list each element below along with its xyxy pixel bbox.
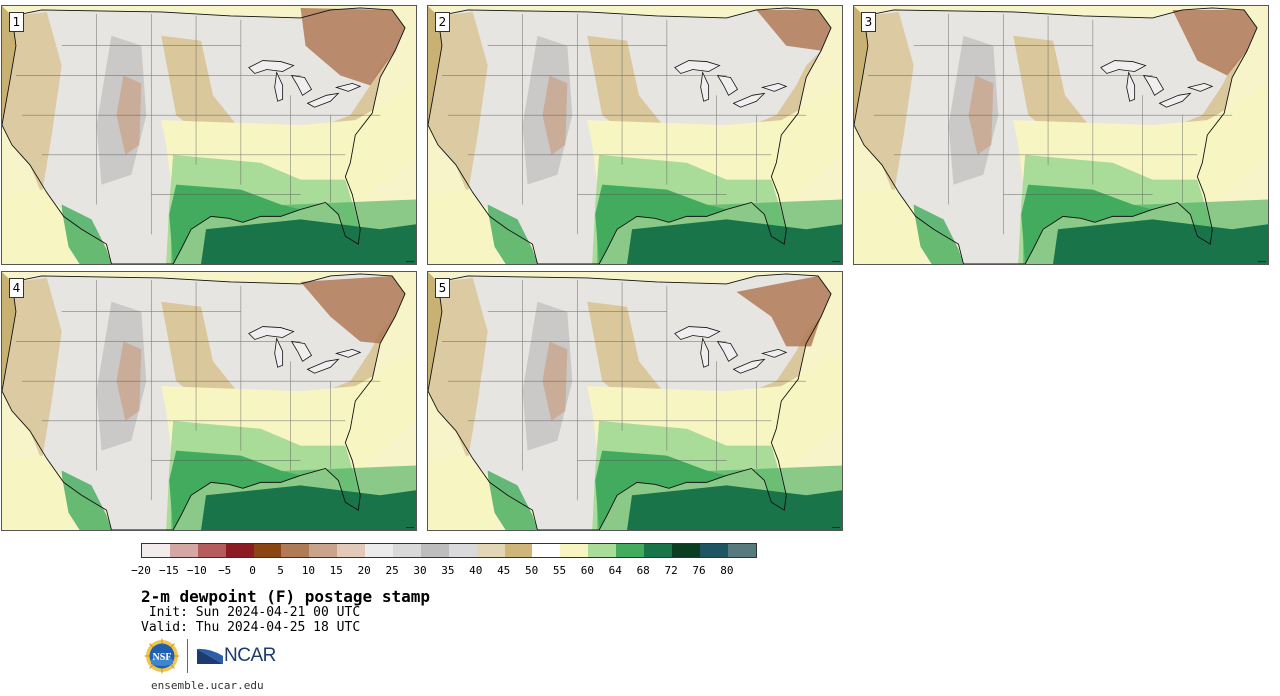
- scale-tick: [832, 527, 840, 528]
- colorbar-label: 5: [277, 564, 284, 577]
- colorbar-label: 20: [357, 564, 371, 577]
- colorbar-cell: [699, 544, 728, 557]
- panel-number: 5: [435, 278, 450, 298]
- map-panel-5: 5: [427, 271, 843, 531]
- map-panel-4: 4: [1, 271, 417, 531]
- colorbar-cell: [727, 544, 756, 557]
- colorbar-label: 72: [664, 564, 678, 577]
- valid-time: Valid: Thu 2024-04-25 18 UTC: [141, 620, 361, 635]
- colorbar-cell: [225, 544, 254, 557]
- colorbar-cell: [337, 544, 366, 557]
- colorbar-cell: [448, 544, 477, 557]
- colorbar-cell: [253, 544, 282, 557]
- colorbar-cell: [560, 544, 589, 557]
- colorbar-label: 15: [329, 564, 343, 577]
- page-title: 2-m dewpoint (F) postage stamp: [141, 587, 430, 606]
- colorbar-label: 25: [385, 564, 399, 577]
- colorbar-label: 10: [301, 564, 316, 577]
- dewpoint-map: [428, 272, 842, 530]
- colorbar-cell: [309, 544, 338, 557]
- scale-tick: [406, 261, 414, 262]
- colorbar-cell: [476, 544, 505, 557]
- colorbar-label: 40: [469, 564, 483, 577]
- colorbar-cell: [142, 544, 170, 557]
- dewpoint-map: [428, 6, 842, 264]
- colorbar-label: 64: [608, 564, 622, 577]
- colorbar-cell: [281, 544, 310, 557]
- dewpoint-map: [2, 272, 416, 530]
- colorbar-cell: [365, 544, 394, 557]
- nsf-logo-text: NSF: [153, 652, 172, 663]
- ncar-logo-text: NCAR: [224, 645, 276, 666]
- colorbar-label: 80: [720, 564, 734, 577]
- ncar-mark-icon: [197, 648, 223, 664]
- map-panel-1: 1: [1, 5, 417, 265]
- colorbar-labels: −20 −15 −10 −5 0 5 10 15 20 25 30 35 40 45 50 55 60 64 68 7…: [131, 564, 757, 578]
- init-time: Init: Sun 2024-04-21 00 UTC: [141, 605, 361, 620]
- colorbar-cell: [169, 544, 198, 557]
- scale-tick: [406, 527, 414, 528]
- colorbar-label: 35: [441, 564, 455, 577]
- colorbar-label: −10: [186, 564, 207, 577]
- colorbar-cell: [588, 544, 617, 557]
- colorbar-label: −15: [158, 564, 179, 577]
- colorbar: [141, 543, 757, 558]
- map-panel-2: 2: [427, 5, 843, 265]
- colorbar-label: −20: [131, 564, 151, 577]
- site-url: ensemble.ucar.edu: [151, 679, 264, 692]
- colorbar-label: 45: [497, 564, 511, 577]
- dewpoint-map: [854, 6, 1268, 264]
- colorbar-cell: [393, 544, 421, 557]
- colorbar-cell: [504, 544, 533, 557]
- nsf-logo-icon: NSF: [144, 638, 180, 674]
- colorbar-label: 50: [524, 564, 539, 577]
- colorbar-label: −5: [218, 564, 232, 577]
- colorbar-label: 76: [692, 564, 706, 577]
- colorbar-label: 0: [249, 564, 256, 577]
- logos: NSF NCAR: [144, 638, 276, 674]
- colorbar-label: 60: [580, 564, 595, 577]
- scale-tick: [1258, 261, 1266, 262]
- colorbar-label: 30: [413, 564, 427, 577]
- logo-divider: [187, 639, 188, 673]
- colorbar-cell: [644, 544, 672, 557]
- colorbar-label: 68: [636, 564, 650, 577]
- colorbar-cell: [197, 544, 226, 557]
- map-panel-3: 3: [853, 5, 1269, 265]
- colorbar-cell: [420, 544, 449, 557]
- scale-tick: [832, 261, 840, 262]
- dewpoint-map: [2, 6, 416, 264]
- colorbar-cell: [671, 544, 700, 557]
- panel-number: 1: [9, 12, 24, 32]
- panel-number: 3: [861, 12, 876, 32]
- colorbar-cell: [616, 544, 645, 557]
- panel-number: 4: [9, 278, 24, 298]
- panel-number: 2: [435, 12, 450, 32]
- colorbar-cell: [532, 544, 561, 557]
- colorbar-label: 55: [552, 564, 567, 577]
